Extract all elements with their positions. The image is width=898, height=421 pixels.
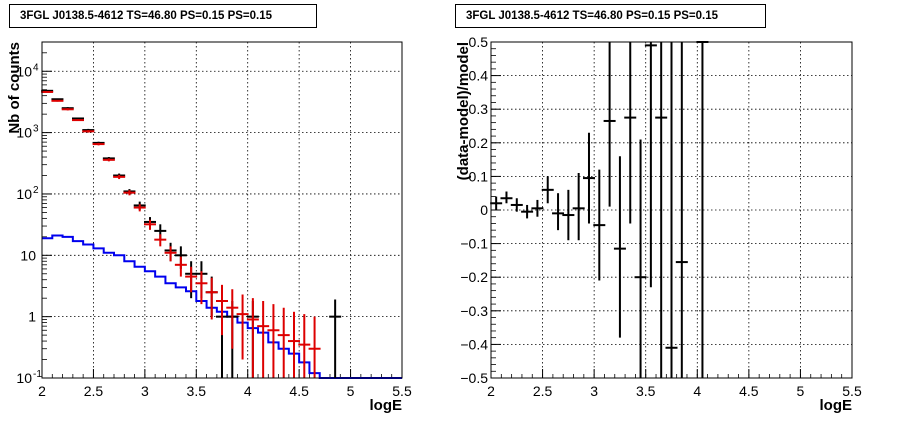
- x-tick-label: 2: [487, 383, 495, 399]
- data-point: [655, 42, 668, 378]
- model-point: [61, 108, 74, 111]
- x-tick-label: 2.5: [533, 383, 553, 399]
- model-point: [113, 174, 126, 180]
- y-tick-label: −0.3: [460, 303, 488, 319]
- data-point: [510, 198, 523, 212]
- x-tick-label: 2.5: [84, 383, 104, 399]
- x-tick-label: 3: [141, 383, 149, 399]
- y-tick-label: 1: [28, 309, 36, 325]
- model-point: [246, 298, 259, 378]
- model-point: [298, 314, 311, 378]
- model-point: [133, 204, 146, 212]
- model-point: [236, 294, 249, 360]
- y-tick-label: −0.5: [460, 370, 488, 386]
- y-tick-label: 0: [480, 202, 488, 218]
- y-tick-exponent: -1: [33, 369, 42, 380]
- y-tick-label: 0.5: [469, 34, 489, 50]
- left-chart-title: 3FGL J0138.5-4612 TS=46.80 PS=0.15 PS=0.…: [9, 4, 317, 28]
- y-tick-exponent: 4: [33, 62, 39, 73]
- x-axis-label: logE: [820, 397, 853, 414]
- model-point: [185, 266, 198, 293]
- y-tick-exponent: 3: [33, 124, 39, 135]
- model-point: [195, 271, 208, 305]
- x-tick-label: 4.5: [289, 383, 309, 399]
- y-axis-label: Nb of counts: [6, 42, 23, 134]
- y-tick-label: 0.4: [469, 68, 489, 84]
- y-tick-label: −0.1: [460, 236, 488, 252]
- model-point: [308, 316, 321, 378]
- x-tick-label: 4: [244, 383, 252, 399]
- data-point: [593, 169, 606, 281]
- data-point: [644, 42, 657, 288]
- y-tick-label: 10: [16, 186, 32, 202]
- y-tick-exponent: 2: [33, 185, 39, 196]
- data-point: [72, 117, 84, 120]
- plot-frame: [490, 41, 853, 379]
- model-point: [82, 130, 95, 133]
- y-tick-label: 10: [20, 247, 36, 263]
- model-point: [51, 99, 64, 102]
- y-tick-label: 0.3: [469, 101, 489, 117]
- data-point: [634, 139, 647, 378]
- model-point: [154, 234, 167, 247]
- y-axis-label: (data-model)/model: [455, 42, 472, 180]
- model-point: [277, 307, 290, 378]
- model-point: [216, 284, 228, 336]
- data-point: [562, 189, 575, 241]
- data-point: [329, 299, 342, 378]
- model-point: [174, 256, 187, 277]
- model-point: [257, 300, 270, 378]
- x-tick-label: 5: [797, 383, 805, 399]
- x-tick-label: 4.5: [739, 383, 759, 399]
- data-point: [500, 191, 513, 204]
- model-point: [123, 190, 136, 196]
- data-point: [675, 42, 688, 378]
- residuals-chart: 2 2.5 3 3.5 4 4.5 5 5.5 −0.5 −0.4 −0.3 −0.2 −0.1 0 0.1…: [455, 34, 862, 414]
- model-point: [72, 119, 84, 122]
- y-tick-label: 10: [16, 370, 32, 386]
- data-point: [665, 42, 678, 378]
- y-tick-label: 0.2: [469, 135, 489, 151]
- data-point: [552, 193, 565, 231]
- right-chart-title: 3FGL J0138.5-4612 TS=46.80 PS=0.15 PS=0.…: [455, 4, 766, 28]
- model-point: [267, 304, 280, 378]
- y-tick-label: 10: [16, 125, 32, 141]
- data-point: [613, 156, 626, 338]
- plot-frame: [41, 41, 403, 379]
- model-histogram-line: [42, 234, 402, 379]
- model-point: [144, 219, 156, 230]
- model-point: [41, 90, 54, 93]
- x-tick-label: 5.5: [842, 383, 862, 399]
- x-tick-label: 4: [693, 383, 701, 399]
- model-point: [205, 277, 218, 320]
- data-point: [572, 173, 585, 241]
- y-tick-label: 10: [16, 63, 32, 79]
- x-tick-label: 3.5: [636, 383, 656, 399]
- x-tick-label: 2: [38, 383, 46, 399]
- x-tick-label: 5.5: [392, 383, 412, 399]
- x-tick-label: 3.5: [187, 383, 207, 399]
- data-point: [521, 204, 534, 219]
- model-point: [226, 289, 239, 349]
- model-point: [92, 142, 105, 146]
- data-point: [582, 132, 595, 224]
- data-point: [531, 199, 544, 217]
- x-tick-label: 5: [347, 383, 355, 399]
- y-tick-label: −0.2: [460, 269, 488, 285]
- x-axis-label: logE: [370, 397, 403, 414]
- model-point: [102, 158, 115, 162]
- y-tick-label: 0.1: [469, 168, 489, 184]
- model-point: [164, 246, 177, 262]
- model-point: [288, 311, 300, 378]
- data-point: [490, 196, 503, 210]
- data-point: [603, 42, 616, 207]
- data-point: [51, 98, 64, 101]
- y-tick-label: −0.4: [460, 336, 488, 352]
- data-point: [624, 42, 637, 224]
- data-point: [541, 176, 554, 204]
- x-tick-label: 3: [590, 383, 598, 399]
